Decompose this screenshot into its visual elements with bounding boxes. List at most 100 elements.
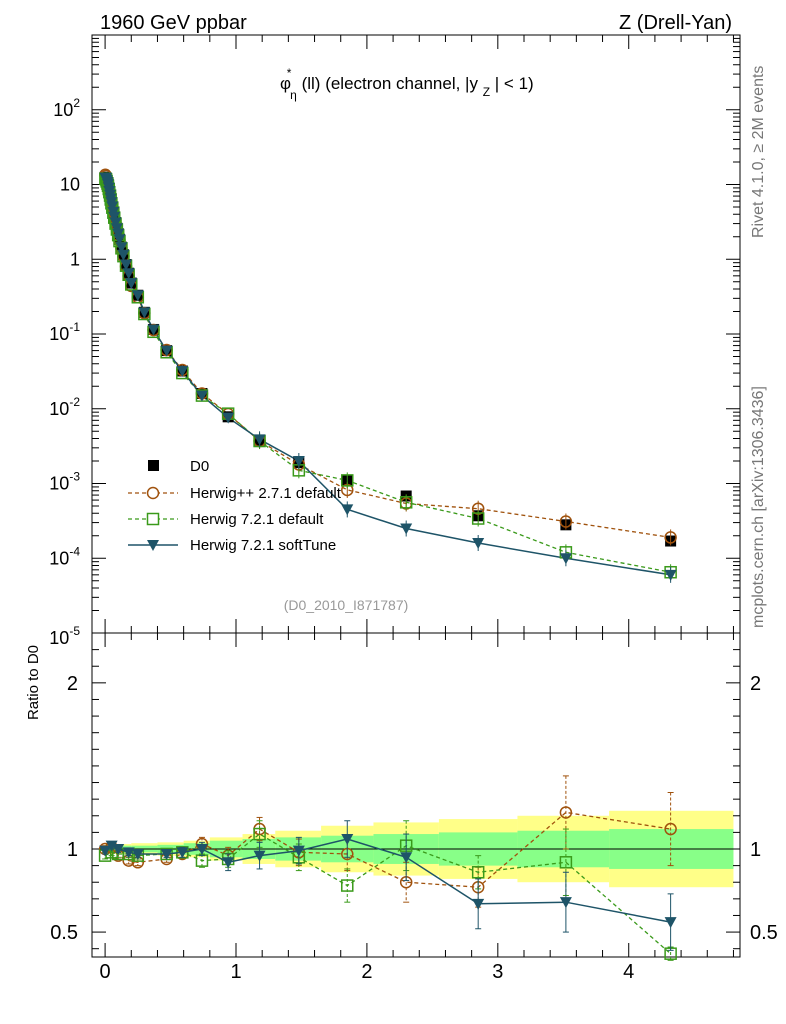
legend-marker-herwig721: [146, 512, 160, 526]
data-point: [117, 249, 130, 261]
x-tick-label: 4: [623, 961, 634, 983]
ratio-point: [122, 847, 135, 859]
ratio-y-ticks: [92, 632, 740, 950]
data-point: [106, 201, 119, 213]
data-point: [120, 259, 133, 271]
title-star: *: [287, 66, 292, 80]
ratio-point: [253, 850, 266, 862]
analysis-watermark: (D0_2010_I871787): [284, 597, 409, 613]
data-point: [253, 434, 266, 446]
ratio-y-tick-label-left: 0.5: [50, 922, 78, 944]
legend-marker-softtune: [147, 540, 159, 551]
legend-label-d0: D0: [190, 458, 209, 475]
x-tick-label: 2: [361, 961, 372, 983]
ratio-frame: [91, 632, 741, 958]
data-point: [176, 365, 189, 377]
legend: D0 Herwig++ 2.7.1 default Herwig 7.2.1 d…: [128, 458, 342, 554]
main-y-ticks: [92, 37, 740, 634]
y-tick-exponent: -5: [69, 624, 80, 638]
y-tick-base: 10: [49, 548, 69, 568]
data-point: [341, 474, 354, 487]
ratio-point: [471, 866, 485, 879]
ratio-point: [176, 847, 189, 859]
title-eta: η: [290, 88, 297, 102]
data-point: [147, 324, 160, 336]
data-point: [664, 531, 677, 544]
y-tick-label: 1: [70, 249, 80, 269]
main-series: [99, 168, 677, 583]
legend-label-softtune: Herwig 7.2.1 softTune: [190, 537, 336, 554]
legend-marker-d0: [148, 460, 159, 471]
ratio-y-tick-label-right: 2: [750, 673, 761, 695]
y-tick-label: 10-2: [49, 395, 80, 419]
data-point: [109, 217, 122, 229]
ratio-series-line: [104, 838, 671, 923]
legend-marker-herwigpp: [146, 486, 160, 500]
legend-entry-softtune: Herwig 7.2.1 softTune: [128, 537, 336, 554]
y-tick-exponent: -4: [69, 544, 80, 558]
y-tick-exponent: -3: [69, 470, 80, 484]
ratio-point: [253, 827, 266, 841]
data-point: [400, 523, 413, 535]
data-point: [472, 537, 485, 549]
ratio-point: [112, 844, 125, 855]
y-tick-label: 102: [53, 96, 80, 120]
series-line: [104, 178, 671, 573]
series-line: [104, 174, 671, 539]
ratio-point: [472, 898, 485, 910]
y-tick-label: 10-5: [49, 624, 80, 648]
ratio-y-tick-label-left: 1: [67, 839, 78, 861]
ratio-point: [222, 857, 235, 869]
ratio-y-tick-label-right: 1: [750, 839, 761, 861]
y-tick-base: 10: [53, 100, 73, 120]
data-point: [559, 515, 573, 528]
ratio-point: [292, 845, 305, 857]
title-rest: | < 1): [495, 74, 534, 93]
ratio-point: [559, 806, 573, 819]
x-tick-label: 0: [100, 961, 111, 983]
data-point: [113, 234, 126, 246]
ratio-point: [664, 822, 677, 836]
y-tick-label: 10-1: [49, 320, 80, 344]
data-point: [399, 496, 413, 509]
ratio-series-line: [104, 833, 672, 955]
ratio-series: [98, 775, 677, 961]
x-tick-label: 1: [230, 961, 241, 983]
data-point: [195, 390, 208, 402]
data-point: [341, 504, 354, 516]
main-title: φ * η (ll) (electron channel, |y Z | < 1…: [280, 62, 534, 103]
ratio-y-tick-labels: 0.5 0.5 1 1 2 2: [50, 673, 778, 944]
side-label-mcplots: mcplots.cern.ch [arXiv:1306.3436]: [750, 386, 767, 628]
legend-label-herwigpp: Herwig++ 2.7.1 default: [190, 485, 342, 502]
title-phi: φ: [280, 74, 291, 93]
ratio-point: [105, 840, 118, 852]
data-point: [664, 569, 677, 581]
ratio-point: [559, 856, 573, 869]
data-point: [108, 211, 121, 223]
y-tick-base: 10: [49, 474, 69, 494]
y-tick-label: 10: [60, 175, 80, 195]
x-tick-labels: 0 1 2 3 4: [100, 961, 635, 983]
y-tick-label: 10-4: [49, 544, 80, 568]
y-tick-base: 10: [49, 628, 69, 648]
y-tick-exponent: -1: [69, 320, 80, 334]
data-point: [559, 553, 572, 565]
x-tick-label: 3: [492, 961, 503, 983]
y-tick-base: 10: [49, 399, 69, 419]
header-right: Z (Drell-Yan): [619, 12, 732, 34]
data-point: [115, 242, 128, 254]
legend-entry-herwig721: Herwig 7.2.1 default: [128, 511, 324, 528]
data-point: [222, 412, 235, 424]
ratio-point: [341, 834, 354, 846]
y-tick-exponent: 2: [73, 96, 80, 110]
data-point: [112, 228, 125, 240]
ratio-point: [664, 917, 677, 929]
ratio-point: [160, 848, 173, 860]
ratio-point: [195, 844, 208, 855]
data-point: [131, 290, 144, 302]
data-point: [122, 268, 135, 280]
y-tick-base: 10: [49, 324, 69, 344]
